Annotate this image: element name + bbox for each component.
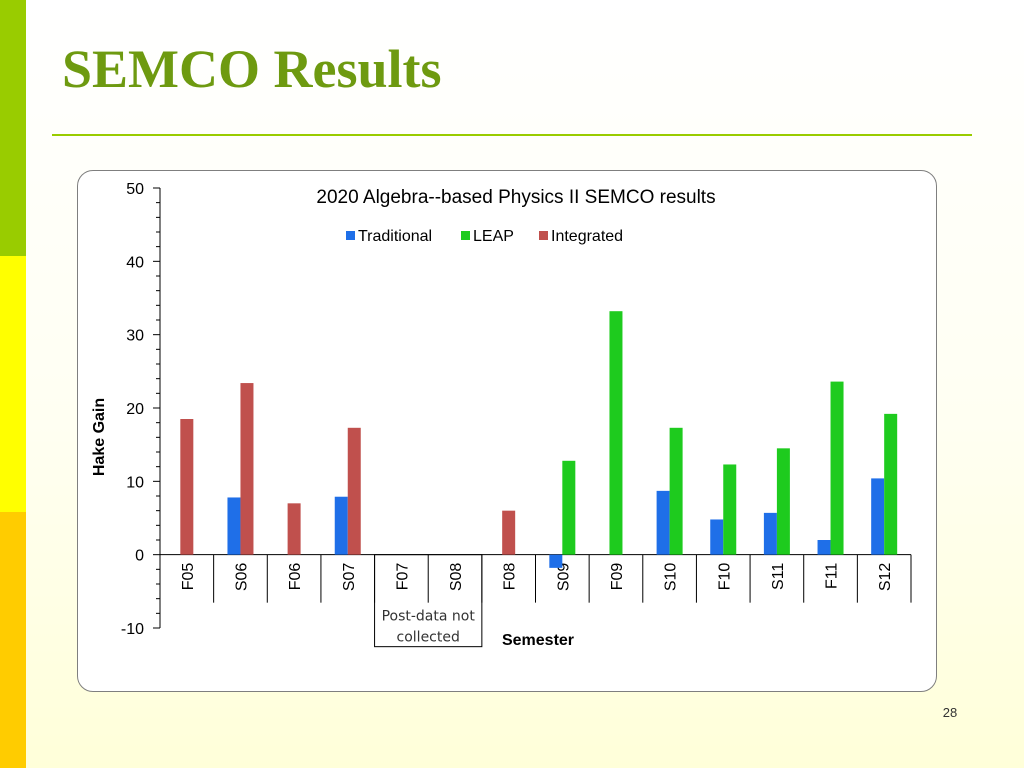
bar-leap-s11 — [776, 448, 790, 555]
bar-integrated-f06 — [287, 503, 301, 555]
y-tick-label: 30 — [126, 328, 144, 345]
legend-label-leap: LEAP — [473, 228, 514, 245]
legend-label-integrated: Integrated — [551, 228, 623, 245]
bar-leap-f09 — [609, 311, 623, 555]
x-tick-label: F06 — [287, 563, 304, 591]
bar-traditional-s12 — [871, 478, 885, 555]
x-tick-label: F07 — [394, 563, 411, 591]
x-tick-label: F11 — [824, 563, 841, 589]
x-tick-label: S06 — [233, 563, 250, 592]
bar-leap-f10 — [723, 464, 737, 555]
annotation-text-line1: Post-data not — [382, 609, 476, 625]
accent-bar-gold — [0, 512, 26, 768]
bar-leap-s12 — [884, 413, 898, 555]
bar-traditional-f10 — [710, 519, 724, 555]
legend-swatch-leap — [461, 231, 470, 240]
legend-swatch-integrated — [539, 231, 548, 240]
bar-traditional-s11 — [763, 512, 777, 555]
y-tick-label: 10 — [126, 474, 144, 491]
legend-label-traditional: Traditional — [358, 228, 432, 245]
y-tick-label: 0 — [135, 548, 144, 565]
bar-integrated-s07 — [347, 427, 361, 555]
y-tick-label: 50 — [126, 181, 144, 198]
x-tick-label: S08 — [448, 563, 465, 592]
bar-traditional-s06 — [227, 497, 241, 555]
x-axis-label: Semester — [502, 632, 574, 649]
legend-swatch-traditional — [346, 231, 355, 240]
y-tick-label: 20 — [126, 401, 144, 418]
y-axis-label: Hake Gain — [91, 398, 108, 476]
bar-traditional-s10 — [656, 490, 670, 555]
x-tick-label: S07 — [341, 563, 358, 592]
bar-traditional-s07 — [334, 496, 348, 555]
bar-leap-s09 — [562, 460, 576, 555]
slide-title: SEMCO Results — [62, 39, 442, 99]
accent-bar-green — [0, 0, 26, 256]
chart-title: 2020 Algebra--based Physics II SEMCO res… — [316, 187, 715, 208]
bar-leap-f11 — [830, 381, 844, 555]
x-tick-label: S12 — [877, 563, 894, 592]
bar-integrated-s06 — [240, 383, 254, 555]
title-divider — [52, 134, 972, 136]
bar-chart: 2020 Algebra--based Physics II SEMCO res… — [91, 181, 912, 649]
x-tick-label: F05 — [180, 563, 197, 591]
x-tick-label: F10 — [716, 563, 733, 591]
y-tick-label: 40 — [126, 254, 144, 271]
x-tick-label: S11 — [770, 563, 787, 590]
x-tick-label: F08 — [502, 563, 519, 591]
annotation-box — [374, 554, 483, 648]
bar-integrated-f05 — [180, 419, 194, 555]
chart-container: 2020 Algebra--based Physics II SEMCO res… — [77, 170, 937, 692]
slide-number: 28 — [942, 705, 958, 720]
x-tick-label: S10 — [663, 563, 680, 592]
y-tick-label: -10 — [121, 621, 144, 638]
x-tick-label: S09 — [555, 563, 572, 592]
bar-leap-s10 — [669, 427, 683, 555]
annotation-text-line2: collected — [397, 630, 460, 646]
accent-bar-yellow — [0, 256, 26, 512]
x-tick-label: F09 — [609, 563, 626, 591]
bar-traditional-s09 — [549, 554, 563, 568]
bar-traditional-f11 — [817, 540, 831, 555]
bar-integrated-f08 — [502, 510, 516, 555]
